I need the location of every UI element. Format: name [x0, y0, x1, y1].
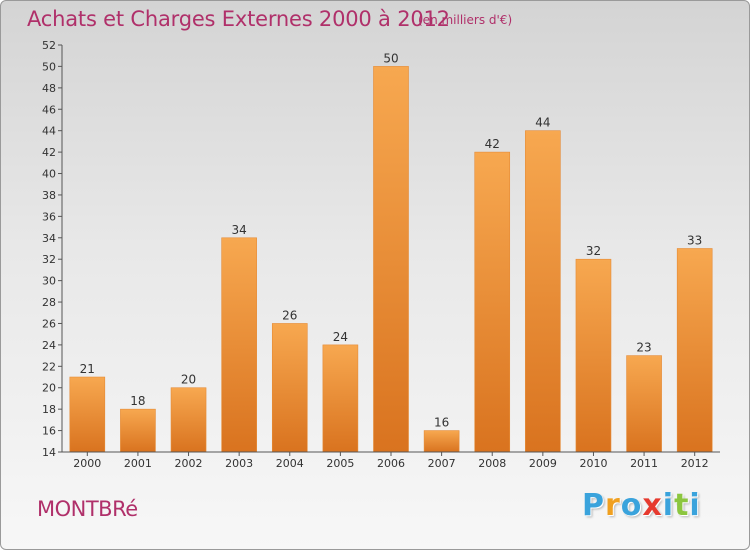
bar-value-label: 42: [485, 137, 500, 151]
town-name: MONTBRé: [37, 497, 138, 521]
bar-value-label: 24: [333, 330, 348, 344]
y-tick-label: 36: [42, 210, 56, 223]
bar: [170, 387, 207, 453]
y-tick-label: 38: [42, 189, 56, 202]
y-tick-label: 42: [42, 146, 56, 159]
y-tick-label: 30: [42, 275, 56, 288]
bar-value-label: 16: [434, 416, 449, 430]
x-tick-label: 2001: [124, 457, 152, 470]
bar: [423, 430, 460, 453]
logo-letter: o: [620, 488, 643, 523]
bar-value-label: 23: [636, 341, 651, 355]
y-tick-label: 14: [42, 446, 56, 459]
bar: [120, 408, 156, 453]
bar: [575, 258, 612, 453]
bar-value-label: 44: [535, 116, 550, 130]
bar-value-label: 33: [687, 234, 702, 248]
y-tick-label: 44: [42, 125, 56, 138]
y-tick-label: 24: [42, 339, 56, 352]
bar-value-label: 32: [586, 244, 601, 258]
x-tick-label: 2012: [681, 457, 709, 470]
x-tick-label: 2003: [225, 457, 253, 470]
bar-value-label: 34: [232, 223, 247, 237]
y-tick-label: 40: [42, 168, 56, 181]
bar: [69, 376, 106, 453]
chart-subtitle: (en milliers d'€): [418, 13, 513, 27]
proxiti-logo[interactable]: Proxiti: [582, 488, 701, 523]
y-tick-label: 46: [42, 103, 56, 116]
x-tick-label: 2002: [175, 457, 203, 470]
x-tick-label: 2007: [428, 457, 456, 470]
y-tick-label: 16: [42, 425, 56, 438]
bar: [474, 151, 511, 453]
x-tick-label: 2005: [326, 457, 354, 470]
y-tick-label: 22: [42, 360, 56, 373]
bar: [322, 344, 359, 453]
bar-value-label: 18: [130, 394, 145, 408]
bar-value-label: 50: [383, 51, 398, 65]
y-axis: 14 16 18 20 22 24 26 28 30 32 34 36 38 40 42 44 46 48 50 52: [42, 39, 63, 459]
x-tick-label: 2010: [579, 457, 607, 470]
y-tick-label: 18: [42, 403, 56, 416]
x-tick-label: 2009: [529, 457, 557, 470]
x-axis: 2000 2001 2002 2003 2004 2005 2006 2007 2008 2009…: [62, 451, 720, 470]
bar: [626, 355, 662, 453]
bar: [271, 323, 308, 453]
bar: [525, 130, 561, 453]
x-tick-label: 2011: [630, 457, 658, 470]
logo-letter: i: [689, 488, 701, 523]
x-tick-label: 2000: [73, 457, 101, 470]
logo-letter: t: [674, 488, 690, 523]
y-tick-label: 28: [42, 296, 56, 309]
bars-group: 21 18 20 34 26 24 50 16 42 44 32 23 33: [69, 51, 713, 453]
y-tick-label: 20: [42, 382, 56, 395]
chart-title: Achats et Charges Externes 2000 à 2012: [27, 7, 450, 31]
logo-letter: i: [662, 488, 675, 523]
bar: [676, 248, 713, 453]
y-tick-label: 50: [42, 60, 56, 73]
y-tick-label: 32: [42, 253, 56, 266]
logo-letter: x: [642, 488, 663, 523]
y-tick-label: 34: [42, 232, 56, 245]
x-tick-label: 2006: [377, 457, 405, 470]
bar-value-label: 20: [181, 373, 196, 387]
logo-letter: P: [582, 488, 605, 523]
x-tick-label: 2004: [276, 457, 304, 470]
bar-value-label: 21: [80, 362, 95, 376]
bar-value-label: 26: [282, 308, 297, 322]
y-tick-label: 26: [42, 317, 56, 330]
logo-letter: r: [605, 488, 621, 523]
x-tick-label: 2008: [478, 457, 506, 470]
bar: [373, 66, 409, 453]
y-tick-label: 52: [42, 39, 56, 52]
bar: [221, 237, 257, 453]
y-tick-label: 48: [42, 82, 56, 95]
